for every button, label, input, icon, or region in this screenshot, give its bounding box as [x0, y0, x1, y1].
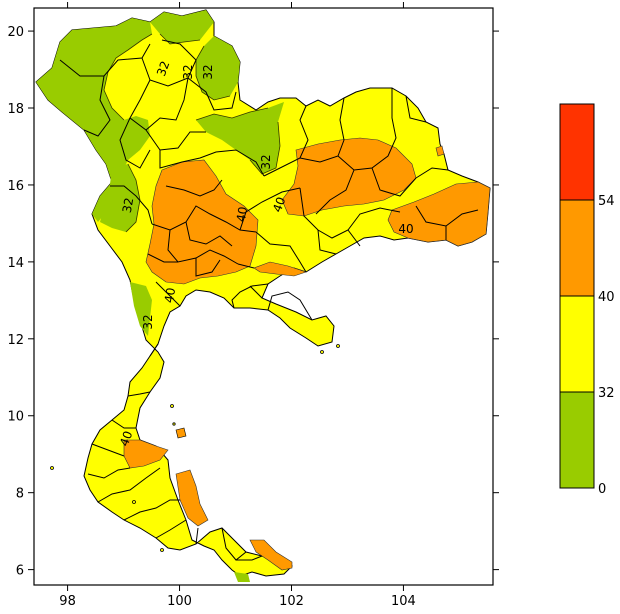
region-orange-southeast-strip [253, 261, 307, 277]
legend-label: 32 [598, 386, 615, 401]
legend-swatch [559, 295, 595, 393]
region-green-south-tip [234, 572, 250, 582]
region-orange-south-2 [175, 469, 209, 527]
contour-labels: 32 32 32 32 32 32 40 40 40 40 40 [117, 59, 414, 448]
region-green-southwest [130, 282, 152, 336]
legend-label: 0 [598, 482, 606, 497]
region-orange-south-3 [249, 539, 293, 571]
legend-swatch [559, 391, 595, 489]
region-green-north-3 [196, 102, 284, 174]
x-tick-label: 98 [59, 594, 76, 609]
legend: 0 32 40 54 [559, 103, 615, 497]
contour-label: 32 [201, 64, 215, 79]
y-tick-label: 18 [7, 102, 24, 117]
region-green-north-2 [196, 36, 240, 100]
region-green-west [100, 164, 140, 232]
islands [50, 344, 340, 552]
contour-label: 32 [120, 197, 136, 214]
y-tick-label: 10 [7, 410, 24, 425]
contour-label: 40 [398, 222, 413, 236]
region-green-north-1 [150, 10, 214, 44]
contour-label: 32 [141, 314, 155, 329]
x-tick-label: 104 [391, 594, 416, 609]
y-tick-label: 8 [16, 487, 24, 502]
contour-label: 40 [117, 429, 135, 448]
y-tick-label: 6 [16, 564, 24, 579]
province-boundaries [59, 39, 479, 561]
contour-label: 40 [234, 206, 250, 223]
legend-swatch [559, 103, 595, 201]
y-axis: 6 8 10 12 14 16 18 20 [7, 25, 499, 579]
x-axis: 98 100 102 104 [59, 2, 416, 609]
legend-label: 54 [598, 194, 615, 209]
legend-label: 40 [598, 290, 615, 305]
y-tick-label: 16 [7, 179, 24, 194]
x-tick-label: 102 [279, 594, 304, 609]
region-green-northwest [36, 18, 152, 222]
contour-label: 32 [181, 64, 195, 79]
map-area: 32 32 32 32 32 32 40 40 40 40 40 [35, 9, 491, 582]
region-orange-central [145, 159, 259, 285]
contour-lines [103, 33, 281, 233]
contour-label: 40 [270, 195, 288, 214]
y-tick-label: 12 [7, 333, 24, 348]
region-orange-northeast [281, 137, 417, 217]
region-orange-island [175, 427, 187, 439]
region-orange-south-1 [123, 439, 169, 469]
y-tick-label: 20 [7, 25, 24, 40]
x-tick-label: 100 [167, 594, 192, 609]
legend-swatch [559, 199, 595, 297]
contour-label: 40 [162, 287, 178, 304]
y-tick-label: 14 [7, 256, 24, 271]
contour-label: 32 [259, 154, 273, 169]
region-orange-east-small [435, 145, 445, 157]
region-orange-east [387, 181, 491, 247]
contour-label: 32 [154, 59, 172, 78]
